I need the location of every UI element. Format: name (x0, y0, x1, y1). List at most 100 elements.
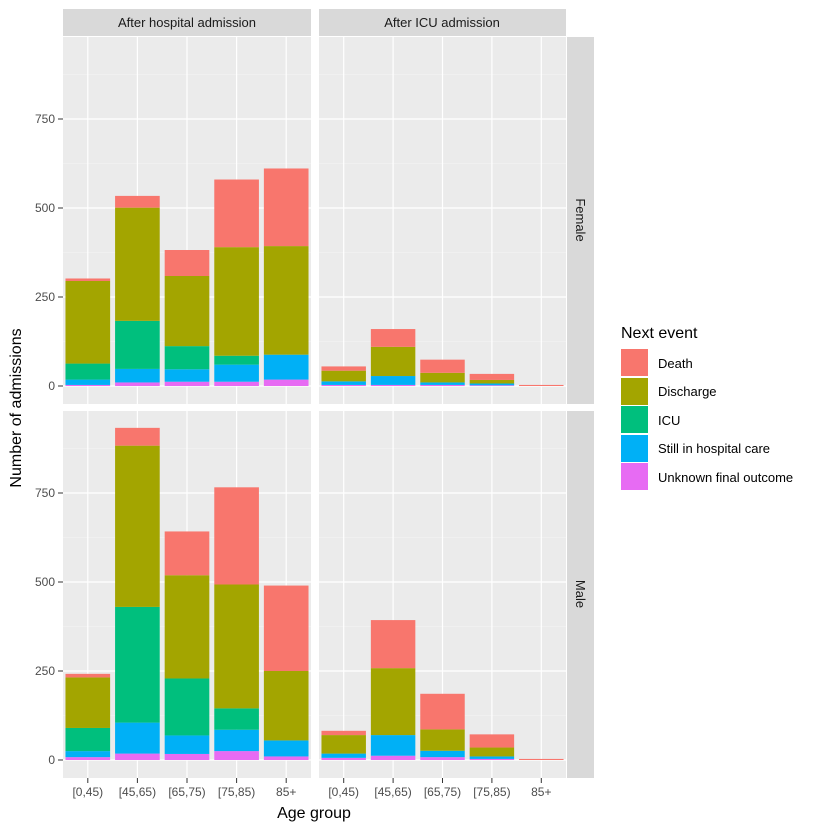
strip-label-hospital: After hospital admission (118, 15, 256, 30)
bar-still-in-hospital (164, 369, 210, 382)
bar-death (164, 531, 210, 576)
bar-death (214, 487, 259, 585)
bar-discharge (370, 668, 416, 736)
bar-discharge (420, 729, 465, 751)
bar-death (519, 758, 564, 760)
bar-still-in-hospital (469, 756, 515, 759)
bar-discharge (164, 275, 210, 347)
bar-icu (65, 727, 111, 752)
bar-death (115, 195, 160, 208)
bar-death (370, 620, 416, 669)
legend-label-icu: ICU (658, 413, 680, 428)
strip-col-1 (63, 9, 311, 36)
bar-death (321, 730, 366, 736)
bar-unknown-outcome (469, 758, 515, 760)
bar-still-in-hospital (115, 368, 160, 383)
bar-death (519, 384, 564, 386)
bar-still-in-hospital (214, 364, 259, 382)
y-tick-label: 250 (35, 290, 55, 304)
bar-unknown-outcome (164, 753, 210, 760)
strip-label-female: Female (573, 198, 588, 241)
bar-death (469, 734, 515, 748)
strip-label-icu: After ICU admission (384, 15, 500, 30)
bar-discharge (321, 735, 366, 754)
bar-unknown-outcome (420, 384, 465, 386)
x-tick-label: [75,85) (218, 785, 255, 799)
bar-unknown-outcome (370, 384, 416, 386)
y-tick-label: 0 (48, 753, 55, 767)
bar-death (263, 585, 309, 671)
bar-icu (65, 363, 111, 380)
bar-death (420, 693, 465, 730)
y-tick-label: 750 (35, 112, 55, 126)
bar-unknown-outcome (65, 384, 111, 386)
bar-still-in-hospital (115, 722, 160, 754)
bar-still-in-hospital (469, 383, 515, 386)
y-axis-title: Number of admissions (8, 328, 25, 487)
bar-discharge (469, 747, 515, 757)
bar-death (164, 250, 210, 276)
bar-unknown-outcome (164, 381, 210, 386)
bar-icu (164, 678, 210, 736)
bar-unknown-outcome (263, 756, 309, 760)
bar-still-in-hospital (164, 735, 210, 754)
legend-title: Next event (621, 325, 698, 342)
bar-discharge (214, 247, 259, 356)
bar-still-in-hospital (420, 750, 465, 758)
x-tick-label: [0,45) (328, 785, 359, 799)
bar-unknown-outcome (321, 384, 366, 386)
strip-col-2 (319, 9, 566, 36)
y-tick-label: 500 (35, 575, 55, 589)
x-tick-label: [45,65) (374, 785, 411, 799)
bar-discharge (420, 372, 465, 383)
legend-key-still-in-hospital (621, 435, 648, 462)
bar-unknown-outcome (214, 751, 259, 760)
bar-still-in-hospital (65, 379, 111, 385)
bar-discharge (115, 207, 160, 321)
bar-icu (164, 346, 210, 370)
legend-label-still-in-hospital: Still in hospital care (658, 441, 770, 456)
strip-row-2 (567, 411, 594, 778)
legend-key-death (621, 349, 648, 376)
bar-unknown-outcome (263, 379, 309, 386)
bar-still-in-hospital (321, 381, 366, 385)
legend-label-death: Death (658, 356, 693, 371)
bar-death (263, 168, 309, 247)
bar-unknown-outcome (469, 385, 515, 386)
legend-label-discharge: Discharge (658, 384, 717, 399)
x-tick-label: [65,75) (424, 785, 461, 799)
bar-still-in-hospital (65, 751, 111, 758)
bar-death (370, 329, 416, 347)
legend-key-discharge (621, 378, 648, 405)
bar-discharge (65, 280, 111, 364)
bars (65, 168, 564, 760)
bar-still-in-hospital (214, 729, 259, 752)
bar-discharge (214, 584, 259, 709)
bar-unknown-outcome (420, 757, 465, 760)
bar-icu (214, 355, 259, 365)
x-tick-label: [65,75) (168, 785, 205, 799)
legend: Next event Death Discharge ICU Still in … (621, 325, 793, 490)
bar-icu (214, 708, 259, 730)
bar-discharge (164, 575, 210, 679)
bar-discharge (469, 379, 515, 384)
bar-still-in-hospital (263, 740, 309, 757)
y-tick-label: 500 (35, 201, 55, 215)
bar-death (115, 427, 160, 446)
bar-discharge (321, 370, 366, 382)
x-tick-label: 85+ (531, 785, 551, 799)
y-tick-label: 250 (35, 664, 55, 678)
x-axis-title: Age group (277, 805, 351, 822)
bar-icu (115, 606, 160, 723)
bar-unknown-outcome (370, 755, 416, 760)
bar-still-in-hospital (370, 376, 416, 385)
x-tick-label: 85+ (276, 785, 296, 799)
legend-label-unknown-outcome: Unknown final outcome (658, 470, 793, 485)
bar-death (65, 673, 111, 678)
bar-still-in-hospital (370, 735, 416, 756)
bar-discharge (115, 445, 160, 607)
x-tick-label: [45,65) (119, 785, 156, 799)
y-tick-label: 0 (48, 379, 55, 393)
bar-discharge (370, 346, 416, 377)
